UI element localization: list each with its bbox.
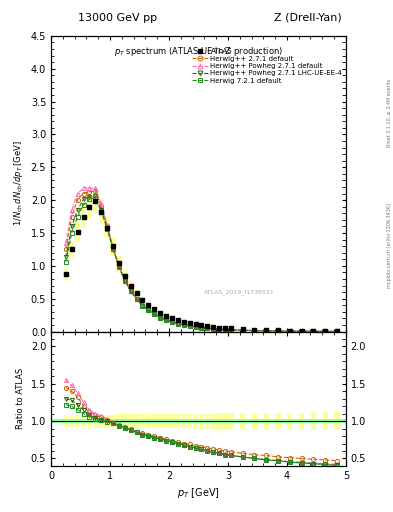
Text: mcplots.cern.ch [arXiv:1306.3436]: mcplots.cern.ch [arXiv:1306.3436] <box>387 203 392 288</box>
Bar <box>93 415 98 428</box>
Text: $p_T$ spectrum (ATLAS UE in Z production): $p_T$ spectrum (ATLAS UE in Z production… <box>114 45 283 58</box>
Text: Z (Drell-Yan): Z (Drell-Yan) <box>274 13 342 23</box>
Bar <box>116 414 121 428</box>
Bar <box>158 311 163 315</box>
Bar <box>187 414 192 429</box>
Bar <box>116 255 121 269</box>
Bar <box>122 414 127 428</box>
Bar <box>128 281 133 290</box>
Bar <box>311 413 316 430</box>
Bar <box>205 326 210 327</box>
Text: Rivet 3.1.10, ≥ 3.4M events: Rivet 3.1.10, ≥ 3.4M events <box>387 78 392 147</box>
Bar <box>87 415 92 428</box>
Bar <box>146 303 151 308</box>
Bar <box>134 290 139 297</box>
Bar <box>299 413 304 430</box>
Bar <box>181 414 186 429</box>
Bar <box>193 324 198 325</box>
Bar <box>169 414 174 429</box>
Bar <box>105 217 110 238</box>
Bar <box>163 314 169 317</box>
Bar <box>81 415 86 428</box>
Bar <box>140 297 145 303</box>
Bar <box>110 238 116 254</box>
Bar <box>240 413 245 429</box>
Bar <box>181 321 186 323</box>
Bar <box>158 414 163 428</box>
Bar <box>193 414 198 429</box>
Bar <box>69 241 74 258</box>
Bar <box>217 414 222 429</box>
Bar <box>105 415 110 428</box>
Bar <box>228 413 233 429</box>
Bar <box>334 412 340 430</box>
Bar <box>152 307 157 311</box>
Text: 13000 GeV pp: 13000 GeV pp <box>78 13 158 23</box>
Bar <box>69 415 74 428</box>
Bar <box>81 205 86 228</box>
Bar <box>140 414 145 428</box>
Y-axis label: $1/N_\mathrm{ch}\,dN_\mathrm{ch}/dp_T\,[\mathrm{GeV}]$: $1/N_\mathrm{ch}\,dN_\mathrm{ch}/dp_T\,[… <box>12 141 25 226</box>
Bar <box>205 414 210 429</box>
Bar <box>146 414 151 428</box>
Bar <box>128 414 133 428</box>
Bar <box>287 413 292 430</box>
Bar <box>228 328 233 329</box>
Bar <box>211 414 216 429</box>
Bar <box>63 269 68 280</box>
Bar <box>222 413 228 429</box>
Bar <box>122 270 127 281</box>
Bar <box>175 414 180 429</box>
Bar <box>175 319 180 322</box>
Y-axis label: Ratio to ATLAS: Ratio to ATLAS <box>16 368 25 430</box>
Bar <box>75 222 80 242</box>
Bar <box>99 200 104 224</box>
Bar <box>169 317 174 319</box>
Bar <box>99 415 104 428</box>
Bar <box>163 414 169 428</box>
Bar <box>51 419 346 423</box>
Legend: ATLAS, Herwig++ 2.7.1 default, Herwig++ Powheg 2.7.1 default, Herwig++ Powheg 2.: ATLAS, Herwig++ 2.7.1 default, Herwig++ … <box>193 48 342 84</box>
Bar <box>134 414 139 428</box>
Text: ATLAS_2019_I1736531: ATLAS_2019_I1736531 <box>204 289 275 295</box>
Bar <box>199 325 204 326</box>
Bar <box>199 414 204 429</box>
Bar <box>93 188 98 215</box>
Bar <box>252 413 257 429</box>
Bar <box>75 415 80 428</box>
X-axis label: $p_T$ [GeV]: $p_T$ [GeV] <box>177 486 220 500</box>
Bar <box>264 413 269 429</box>
Bar <box>63 415 68 427</box>
Bar <box>217 327 222 328</box>
Bar <box>275 413 281 430</box>
Bar <box>87 194 92 219</box>
Bar <box>110 415 116 428</box>
Bar <box>323 412 328 430</box>
Bar <box>187 323 192 324</box>
Bar <box>152 414 157 428</box>
